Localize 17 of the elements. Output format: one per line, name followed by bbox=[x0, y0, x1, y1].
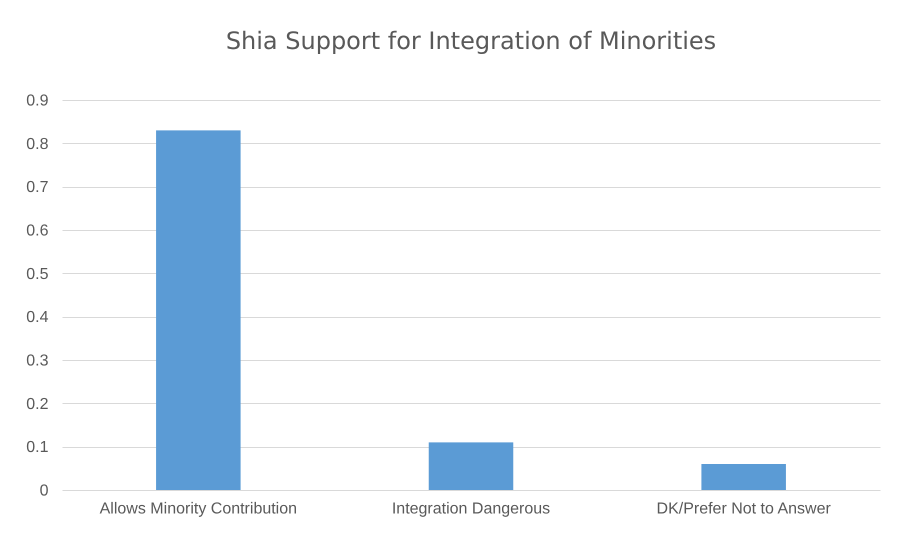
x-tick-label: Integration Dangerous bbox=[392, 500, 550, 518]
y-tick-label: 0.6 bbox=[26, 222, 49, 240]
y-tick-label: 0.7 bbox=[26, 179, 49, 196]
y-tick-label: 0.2 bbox=[26, 396, 49, 413]
chart-title: Shia Support for Integration of Minorities bbox=[226, 27, 716, 55]
y-tick-label: 0.3 bbox=[26, 352, 49, 370]
x-tick-label: Allows Minority Contribution bbox=[100, 500, 298, 518]
y-tick-label: 0.1 bbox=[26, 439, 49, 456]
bar bbox=[701, 464, 786, 490]
bar bbox=[428, 442, 514, 490]
y-tick-label: 0.4 bbox=[26, 309, 49, 326]
y-tick-label: 0.9 bbox=[26, 92, 49, 110]
bar bbox=[156, 130, 241, 490]
y-tick-label: 0.8 bbox=[26, 136, 49, 153]
y-tick-label: 0.5 bbox=[26, 266, 49, 283]
y-tick-label: 0 bbox=[40, 482, 49, 500]
x-tick-label: DK/Prefer Not to Answer bbox=[656, 500, 832, 518]
